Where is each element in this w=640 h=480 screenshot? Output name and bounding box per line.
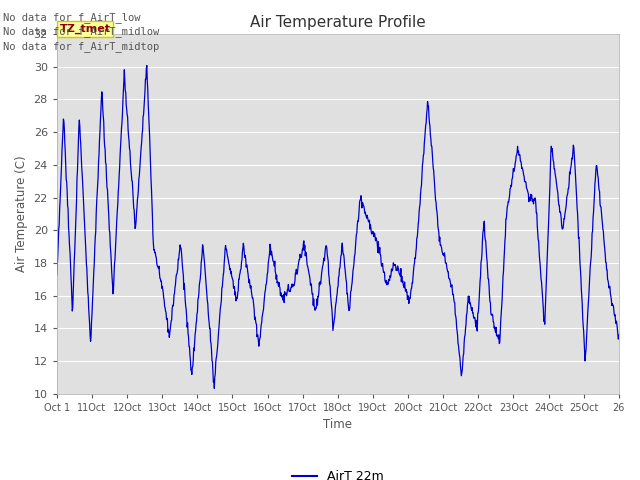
Legend: AirT 22m: AirT 22m bbox=[287, 465, 388, 480]
Text: No data for f_AirT_midtop: No data for f_AirT_midtop bbox=[3, 41, 159, 52]
X-axis label: Time: Time bbox=[323, 419, 353, 432]
Title: Air Temperature Profile: Air Temperature Profile bbox=[250, 15, 426, 30]
Text: TZ_tmet: TZ_tmet bbox=[60, 24, 111, 34]
Text: No data for f_AirT_midlow: No data for f_AirT_midlow bbox=[3, 26, 159, 37]
Y-axis label: Air Temperature (C): Air Temperature (C) bbox=[15, 156, 28, 272]
Text: No data for f_AirT_low: No data for f_AirT_low bbox=[3, 12, 141, 23]
